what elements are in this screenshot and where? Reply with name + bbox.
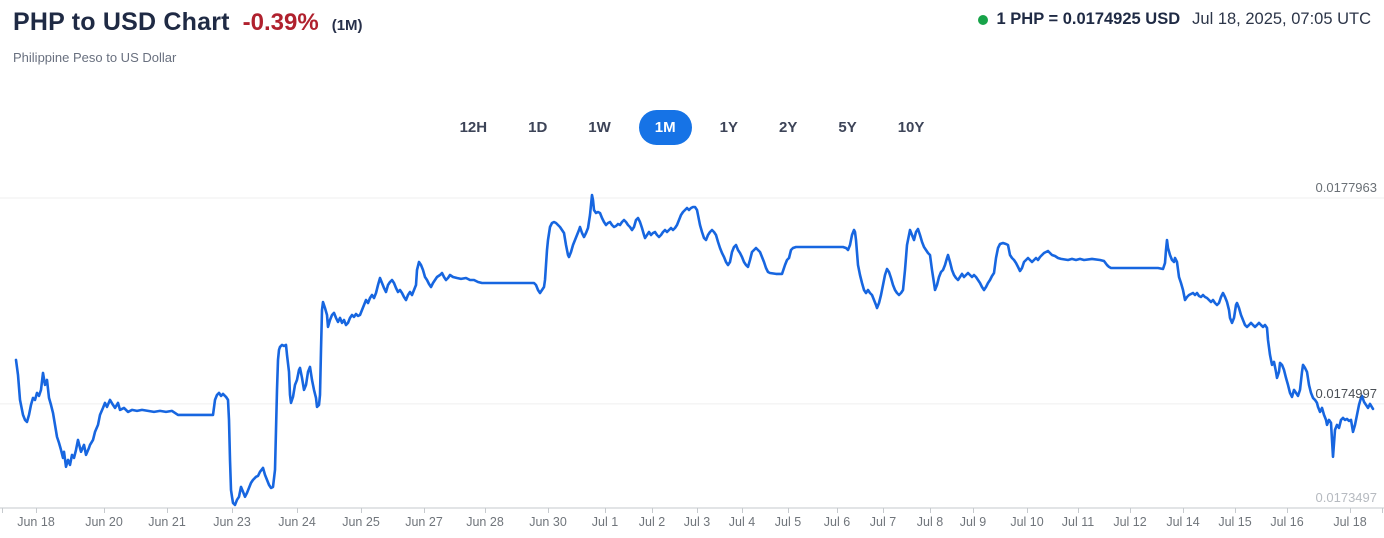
range-tab-5y[interactable]: 5Y <box>825 111 869 144</box>
live-rate-bar: 1 PHP = 0.0174925 USD Jul 18, 2025, 07:0… <box>977 10 1371 29</box>
y-axis-label: 0.0173497 <box>1316 490 1377 505</box>
x-axis-label: Jun 21 <box>148 515 186 529</box>
chart-header: PHP to USD Chart -0.39% (1M) Philippine … <box>13 8 363 65</box>
x-axis-label: Jul 14 <box>1166 515 1199 529</box>
x-axis-label: Jul 6 <box>824 515 850 529</box>
title-row: PHP to USD Chart -0.39% (1M) <box>13 8 363 37</box>
x-axis-label: Jun 30 <box>529 515 567 529</box>
chart-subtitle: Philippine Peso to US Dollar <box>13 50 177 65</box>
x-axis-label: Jul 1 <box>592 515 618 529</box>
live-status-dot-icon <box>977 14 988 25</box>
x-axis-label: Jul 2 <box>639 515 665 529</box>
x-axis-label: Jun 18 <box>17 515 55 529</box>
range-tab-2y[interactable]: 2Y <box>766 111 810 144</box>
change-percent: -0.39% <box>242 9 319 36</box>
x-axis-label: Jul 8 <box>917 515 943 529</box>
rate-line <box>14 193 1375 507</box>
range-tab-1m[interactable]: 1M <box>638 110 692 145</box>
x-axis-label: Jun 25 <box>342 515 380 529</box>
x-axis-label: Jul 15 <box>1218 515 1251 529</box>
x-axis-label: Jun 27 <box>405 515 443 529</box>
x-axis-label: Jun 20 <box>85 515 123 529</box>
change-period: (1M) <box>331 17 363 34</box>
x-axis-label: Jul 4 <box>729 515 755 529</box>
x-axis-label: Jul 18 <box>1333 515 1366 529</box>
x-axis-label: Jul 16 <box>1270 515 1303 529</box>
range-tab-10y[interactable]: 10Y <box>885 111 938 144</box>
x-axis-label: Jul 11 <box>1062 515 1094 529</box>
y-axis-label: 0.0177963 <box>1316 180 1377 195</box>
x-axis-label: Jun 24 <box>278 515 316 529</box>
live-rate-text: 1 PHP = 0.0174925 USD <box>996 10 1181 28</box>
x-axis-label: Jul 3 <box>684 515 710 529</box>
range-tab-bar: 12H 1D 1W 1M 1Y 2Y 5Y 10Y <box>0 110 1384 145</box>
x-axis-label: Jul 9 <box>960 515 986 529</box>
range-tab-12h[interactable]: 12H <box>447 111 501 144</box>
range-tab-1d[interactable]: 1D <box>515 111 560 144</box>
live-rate-timestamp: Jul 18, 2025, 07:05 UTC <box>1192 10 1371 28</box>
range-tab-1y[interactable]: 1Y <box>707 111 751 144</box>
range-tab-1w[interactable]: 1W <box>575 111 624 144</box>
x-axis-label: Jul 7 <box>870 515 896 529</box>
x-axis-label: Jun 28 <box>466 515 504 529</box>
page-title: PHP to USD Chart <box>13 8 230 36</box>
y-axis-label: 0.0174997 <box>1316 386 1377 401</box>
x-axis-label: Jul 5 <box>775 515 801 529</box>
x-axis-label: Jul 10 <box>1010 515 1043 529</box>
x-axis-label: Jun 23 <box>213 515 251 529</box>
x-axis-label: Jul 12 <box>1113 515 1146 529</box>
